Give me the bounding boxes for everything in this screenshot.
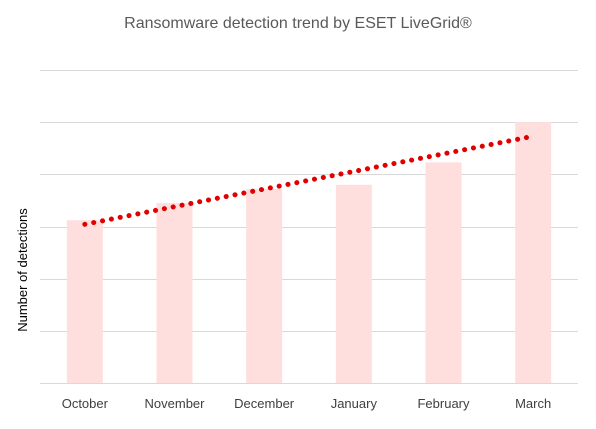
x-axis-tick-labels: October November December January February Ma… [62,396,552,411]
x-tick-label: December [234,396,295,411]
bar-october [66,220,103,383]
x-tick-label: October [62,396,109,411]
bars [66,122,552,384]
bar-december [246,188,283,383]
bar-march [515,122,552,384]
y-axis-label: Number of detections [15,208,30,332]
x-tick-label: November [145,396,206,411]
x-tick-label: January [331,396,378,411]
bar-february [425,162,462,383]
chart-title: Ransomware detection trend by ESET LiveG… [124,15,472,32]
trendline [82,133,536,227]
gridlines [40,70,578,384]
bar-november [156,203,193,383]
trendline-path [82,133,536,227]
x-tick-label: March [515,396,551,411]
x-tick-label: February [417,396,470,411]
bar-january [335,184,372,383]
